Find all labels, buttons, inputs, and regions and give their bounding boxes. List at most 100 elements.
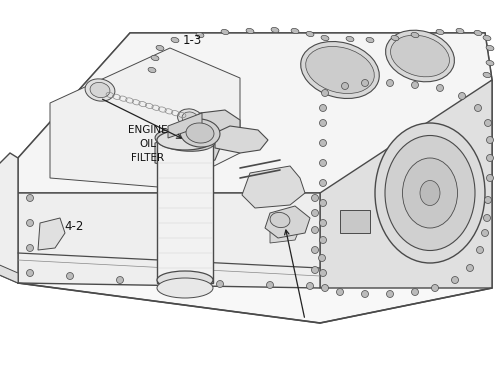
Ellipse shape [171, 37, 179, 43]
Ellipse shape [186, 123, 214, 143]
Polygon shape [270, 216, 300, 243]
Ellipse shape [458, 92, 466, 99]
Ellipse shape [362, 291, 368, 298]
Ellipse shape [336, 289, 344, 296]
Ellipse shape [386, 291, 394, 298]
Ellipse shape [312, 210, 318, 217]
Polygon shape [38, 218, 65, 250]
Ellipse shape [26, 244, 34, 251]
Ellipse shape [402, 158, 458, 228]
Ellipse shape [312, 194, 318, 201]
Ellipse shape [474, 104, 482, 111]
Ellipse shape [246, 28, 254, 34]
Ellipse shape [320, 180, 326, 187]
Ellipse shape [436, 85, 444, 92]
Ellipse shape [271, 28, 279, 33]
Ellipse shape [322, 284, 328, 291]
Ellipse shape [155, 129, 215, 151]
Ellipse shape [483, 35, 491, 41]
Ellipse shape [182, 112, 198, 124]
Ellipse shape [180, 119, 220, 147]
Polygon shape [185, 110, 240, 140]
Ellipse shape [221, 29, 229, 35]
Ellipse shape [466, 265, 473, 272]
Ellipse shape [320, 237, 326, 244]
Ellipse shape [312, 246, 318, 253]
Ellipse shape [484, 196, 492, 203]
Ellipse shape [156, 45, 164, 50]
Polygon shape [157, 280, 213, 293]
Ellipse shape [346, 36, 354, 42]
Ellipse shape [300, 42, 380, 99]
Ellipse shape [320, 220, 326, 227]
Ellipse shape [270, 212, 290, 228]
Polygon shape [215, 126, 268, 153]
Polygon shape [265, 206, 310, 238]
Ellipse shape [320, 270, 326, 277]
Polygon shape [0, 263, 18, 283]
Ellipse shape [291, 28, 299, 34]
Polygon shape [0, 153, 18, 283]
Ellipse shape [116, 277, 123, 284]
Ellipse shape [320, 104, 326, 111]
Ellipse shape [312, 267, 318, 274]
Polygon shape [50, 48, 240, 188]
Ellipse shape [486, 137, 494, 144]
Ellipse shape [390, 35, 450, 77]
Ellipse shape [266, 282, 274, 289]
Ellipse shape [412, 289, 418, 296]
Ellipse shape [342, 83, 348, 90]
Ellipse shape [66, 272, 73, 279]
Ellipse shape [216, 281, 224, 288]
Ellipse shape [320, 199, 326, 206]
Ellipse shape [306, 282, 314, 289]
Ellipse shape [375, 123, 485, 263]
Ellipse shape [420, 180, 440, 206]
Ellipse shape [26, 194, 34, 201]
Ellipse shape [411, 32, 419, 38]
Text: 1-3: 1-3 [182, 34, 202, 47]
Polygon shape [168, 113, 202, 138]
Ellipse shape [196, 32, 204, 38]
Ellipse shape [484, 120, 492, 126]
Ellipse shape [318, 255, 326, 262]
Ellipse shape [157, 130, 213, 150]
Ellipse shape [412, 81, 418, 88]
Ellipse shape [85, 79, 115, 101]
Ellipse shape [486, 45, 494, 50]
Polygon shape [18, 33, 492, 193]
Ellipse shape [26, 270, 34, 277]
Ellipse shape [362, 80, 368, 87]
Ellipse shape [320, 159, 326, 166]
Text: 4-2: 4-2 [64, 220, 84, 234]
Ellipse shape [366, 37, 374, 43]
Ellipse shape [322, 90, 328, 97]
Ellipse shape [452, 277, 458, 284]
Ellipse shape [166, 279, 173, 286]
Text: ENGINE
OIL
FILTER: ENGINE OIL FILTER [128, 125, 168, 163]
Ellipse shape [386, 80, 394, 87]
Ellipse shape [148, 68, 156, 73]
Polygon shape [320, 80, 492, 288]
Polygon shape [340, 210, 370, 233]
Ellipse shape [151, 55, 159, 61]
Ellipse shape [486, 154, 494, 161]
Ellipse shape [391, 35, 399, 41]
Ellipse shape [456, 28, 464, 34]
Ellipse shape [486, 61, 494, 66]
Ellipse shape [321, 35, 329, 41]
Ellipse shape [320, 120, 326, 126]
Ellipse shape [385, 135, 475, 251]
Ellipse shape [432, 284, 438, 291]
Ellipse shape [306, 47, 374, 94]
Ellipse shape [476, 246, 484, 253]
Ellipse shape [320, 140, 326, 147]
Polygon shape [18, 33, 492, 323]
Ellipse shape [482, 229, 488, 237]
Ellipse shape [483, 73, 491, 78]
Ellipse shape [178, 109, 203, 127]
Ellipse shape [306, 31, 314, 36]
Ellipse shape [486, 175, 494, 182]
Ellipse shape [90, 82, 110, 98]
Ellipse shape [436, 29, 444, 35]
